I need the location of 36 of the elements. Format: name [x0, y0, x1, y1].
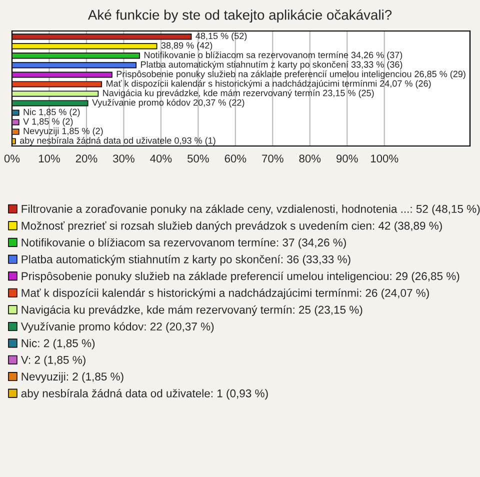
x-tick-label: 90%: [336, 154, 358, 162]
legend-label: Nevyuziji: 2 (1,85 %): [22, 372, 124, 383]
data-label: 48,15 % (52): [196, 32, 247, 41]
legend-label: Možnosť prezrieť si rozsah služieb daných prevádzok s uvedením cien: 42 (38,89 %): [22, 221, 442, 232]
data-label: aby nesbírala žádná data od uživatele 0,93 % (1): [20, 136, 216, 146]
legend-label: Mať k dispozícii kalendár s historickými a nadchádzajúcimi termínmi: 26 (24,07 %): [22, 288, 429, 300]
legend-label: Filtrovanie a zoraďovanie ponuky na základe ceny, vzdialenosti, hodnotenia ...: 52 (48,15 %): [22, 204, 480, 216]
data-label: Nic 1,85 % (2): [24, 108, 80, 117]
x-tick-label: 80%: [299, 154, 321, 162]
legend-label: Notifikovanie o blížiacom sa rezervovanom termíne: 37 (34,26 %): [22, 238, 346, 249]
x-tick-label: 40%: [150, 154, 172, 162]
legend-label: V: 2 (1,85 %): [20, 356, 86, 366]
data-label: Využívanie promo kódov 20,37 % (22): [92, 98, 244, 108]
x-tick-label: 30%: [113, 154, 134, 162]
legend-label: Využívanie promo kódov: 22 (20,37 %): [20, 322, 214, 333]
data-label: V 1,85 % (2): [23, 118, 73, 126]
data-label: Nevyuziji 1,85 % (2): [24, 128, 103, 136]
x-tick-label: 70%: [262, 154, 284, 162]
data-label: Platba automatickým stiahnutím z karty po skončení 33,33 % (36): [141, 60, 402, 70]
x-tick-label: 60%: [224, 154, 246, 162]
x-tick-label: 100%: [370, 154, 398, 162]
data-label: Navigácia ku prevádzke, kde mám rezervovaný termín 23,15 % (25): [103, 89, 374, 98]
data-label: 38,89 % (42): [161, 42, 212, 50]
x-tick-label: 20%: [76, 154, 98, 162]
legend-label: Platba automatickým stiahnutím z karty po skončení: 36 (33,33 %): [22, 254, 350, 266]
data-label: Notifikovanie o blížiacom sa rezervovanom termíne 34,26 % (37): [144, 51, 402, 60]
x-tick-label: 50%: [188, 154, 209, 162]
legend-label: Prispôsobenie ponuky služieb na základe preferencií umelou inteligenciou: 29 (26,85 %): [22, 272, 460, 282]
x-tick-label: 0%: [4, 154, 20, 162]
legend-label: Nic: 2 (1,85 %): [22, 338, 95, 350]
data-label: Prispôsobenie ponuky služieb na základe preferencií umelou inteligenciou 26,85 % (29): [116, 70, 466, 79]
legend-label: Navigácia ku prevádzke, kde mám rezervovaný termín: 25 (23,15 %): [22, 305, 362, 316]
legend-label: aby nesbírala žádná data od uživatele: 1 (0,93 %): [21, 388, 268, 400]
data-label: Mať k dispozícii kalendár s historickými a nadchádzajúcimi termínmi 24,07 % (26): [106, 80, 431, 88]
x-tick-label: 10%: [38, 154, 60, 162]
chart-title: Aké funkcie by ste od takejto aplikácie očakávali?: [88, 9, 392, 23]
